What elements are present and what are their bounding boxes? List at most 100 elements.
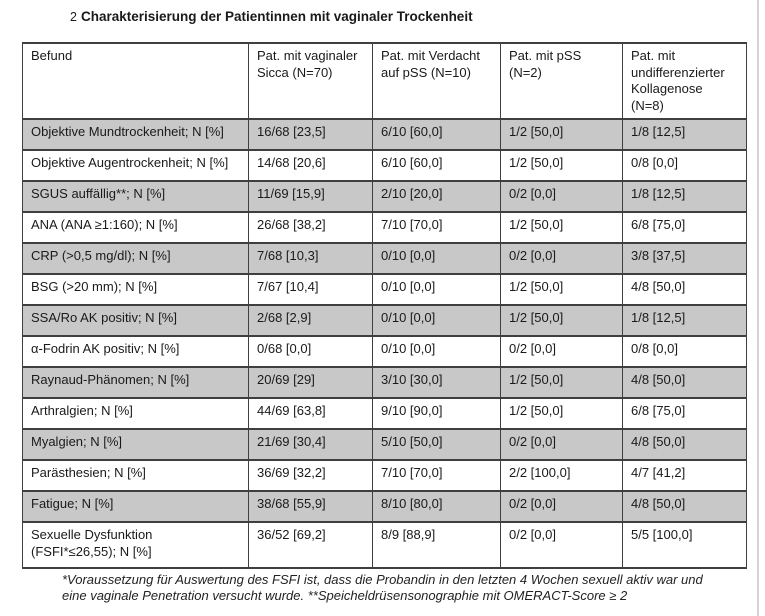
row-value: 2/10 [20,0]	[372, 180, 501, 213]
row-value: 20/69 [29]	[248, 366, 373, 399]
table-body: Objektive Mundtrockenheit; N [%] 16/68 […	[22, 118, 747, 569]
row-value: 6/10 [60,0]	[372, 149, 501, 182]
row-value: 1/8 [12,5]	[622, 118, 747, 151]
row-value: 44/69 [63,8]	[248, 397, 373, 430]
row-value: 0/2 [0,0]	[500, 428, 623, 461]
column-header-befund: Befund	[22, 42, 249, 120]
column-header-vaginale-sicca: Pat. mit vaginaler Sicca (N=70)	[248, 42, 373, 120]
column-header-verdacht-pss: Pat. mit Verdacht auf pSS (N=10)	[372, 42, 501, 120]
row-value: 16/68 [23,5]	[248, 118, 373, 151]
table-row: BSG (>20 mm); N [%] 7/67 [10,4] 0/10 [0,…	[22, 273, 747, 306]
row-value: 0/2 [0,0]	[500, 335, 623, 368]
table-caption-title: Charakterisierung der Patientinnen mit v…	[80, 9, 473, 24]
row-value: 4/8 [50,0]	[622, 273, 747, 306]
row-value: 3/10 [30,0]	[372, 366, 501, 399]
footnote-line-2: eine vaginale Penetration versucht wurde…	[62, 588, 628, 603]
table-row: Objektive Mundtrockenheit; N [%] 16/68 […	[22, 118, 747, 151]
row-label: Raynaud-Phänomen; N [%]	[22, 366, 249, 399]
table-row: Parästhesien; N [%] 36/69 [32,2] 7/10 [7…	[22, 459, 747, 492]
table-row: Myalgien; N [%] 21/69 [30,4] 5/10 [50,0]…	[22, 428, 747, 461]
row-value: 0/2 [0,0]	[500, 242, 623, 275]
row-value: 1/8 [12,5]	[622, 304, 747, 337]
row-label: Arthralgien; N [%]	[22, 397, 249, 430]
row-value: 1/2 [50,0]	[500, 211, 623, 244]
row-value: 0/68 [0,0]	[248, 335, 373, 368]
row-value: 1/8 [12,5]	[622, 180, 747, 213]
row-value: 1/2 [50,0]	[500, 149, 623, 182]
row-value: 5/5 [100,0]	[622, 521, 747, 569]
row-value: 1/2 [50,0]	[500, 273, 623, 306]
row-value: 3/8 [37,5]	[622, 242, 747, 275]
row-value: 6/8 [75,0]	[622, 211, 747, 244]
table-header: Befund Pat. mit vaginaler Sicca (N=70) P…	[22, 42, 747, 120]
row-value: 36/52 [69,2]	[248, 521, 373, 569]
row-value: 4/7 [41,2]	[622, 459, 747, 492]
page-edge-line	[757, 0, 759, 616]
patient-characteristics-table: Befund Pat. mit vaginaler Sicca (N=70) P…	[22, 42, 747, 569]
row-value: 4/8 [50,0]	[622, 366, 747, 399]
row-label: CRP (>0,5 mg/dl); N [%]	[22, 242, 249, 275]
row-label: Objektive Augentrockenheit; N [%]	[22, 149, 249, 182]
table-header-row: Befund Pat. mit vaginaler Sicca (N=70) P…	[22, 42, 747, 120]
row-value: 0/2 [0,0]	[500, 180, 623, 213]
table-caption-number: 2	[70, 10, 77, 24]
footnote-line-1: *Voraussetzung für Auswertung des FSFI i…	[62, 572, 703, 587]
row-value: 2/2 [100,0]	[500, 459, 623, 492]
row-label: Sexuelle Dysfunktion (FSFI*≤26,55); N [%…	[22, 521, 249, 569]
column-header-pss: Pat. mit pSS (N=2)	[500, 42, 623, 120]
row-label: α-Fodrin AK positiv; N [%]	[22, 335, 249, 368]
row-value: 6/8 [75,0]	[622, 397, 747, 430]
row-value: 7/68 [10,3]	[248, 242, 373, 275]
row-label: Fatigue; N [%]	[22, 490, 249, 523]
row-value: 0/10 [0,0]	[372, 273, 501, 306]
table-row: Objektive Augentrockenheit; N [%] 14/68 …	[22, 149, 747, 182]
row-value: 38/68 [55,9]	[248, 490, 373, 523]
table-row: ANA (ANA ≥1:160); N [%] 26/68 [38,2] 7/1…	[22, 211, 747, 244]
row-label: BSG (>20 mm); N [%]	[22, 273, 249, 306]
row-value: 5/10 [50,0]	[372, 428, 501, 461]
row-value: 14/68 [20,6]	[248, 149, 373, 182]
table-caption: 2 Charakterisierung der Patientinnen mit …	[70, 8, 473, 26]
table-row: α-Fodrin AK positiv; N [%] 0/68 [0,0] 0/…	[22, 335, 747, 368]
row-label: Parästhesien; N [%]	[22, 459, 249, 492]
row-value: 0/2 [0,0]	[500, 490, 623, 523]
row-value: 0/10 [0,0]	[372, 335, 501, 368]
row-value: 1/2 [50,0]	[500, 366, 623, 399]
row-value: 2/68 [2,9]	[248, 304, 373, 337]
row-value: 0/8 [0,0]	[622, 149, 747, 182]
row-value: 8/10 [80,0]	[372, 490, 501, 523]
row-value: 21/69 [30,4]	[248, 428, 373, 461]
row-label: Myalgien; N [%]	[22, 428, 249, 461]
row-value: 0/10 [0,0]	[372, 304, 501, 337]
row-value: 4/8 [50,0]	[622, 428, 747, 461]
row-value: 6/10 [60,0]	[372, 118, 501, 151]
row-value: 1/2 [50,0]	[500, 397, 623, 430]
row-value: 7/10 [70,0]	[372, 211, 501, 244]
row-value: 9/10 [90,0]	[372, 397, 501, 430]
row-label: Objektive Mundtrockenheit; N [%]	[22, 118, 249, 151]
row-value: 1/2 [50,0]	[500, 118, 623, 151]
table-footnote: *Voraussetzung für Auswertung des FSFI i…	[62, 572, 722, 604]
row-value: 0/8 [0,0]	[622, 335, 747, 368]
row-label: SGUS auffällig**; N [%]	[22, 180, 249, 213]
table-row: SSA/Ro AK positiv; N [%] 2/68 [2,9] 0/10…	[22, 304, 747, 337]
row-value: 0/2 [0,0]	[500, 521, 623, 569]
row-value: 4/8 [50,0]	[622, 490, 747, 523]
table-row: Fatigue; N [%] 38/68 [55,9] 8/10 [80,0] …	[22, 490, 747, 523]
row-value: 36/69 [32,2]	[248, 459, 373, 492]
row-value: 11/69 [15,9]	[248, 180, 373, 213]
row-value: 26/68 [38,2]	[248, 211, 373, 244]
table-row: CRP (>0,5 mg/dl); N [%] 7/68 [10,3] 0/10…	[22, 242, 747, 275]
row-value: 7/67 [10,4]	[248, 273, 373, 306]
row-label: SSA/Ro AK positiv; N [%]	[22, 304, 249, 337]
row-value: 1/2 [50,0]	[500, 304, 623, 337]
table-row: Arthralgien; N [%] 44/69 [63,8] 9/10 [90…	[22, 397, 747, 430]
column-header-kollagenose: Pat. mit undifferenzierter Kollagenose (…	[622, 42, 747, 120]
row-value: 8/9 [88,9]	[372, 521, 501, 569]
row-label: ANA (ANA ≥1:160); N [%]	[22, 211, 249, 244]
row-value: 7/10 [70,0]	[372, 459, 501, 492]
table-row: SGUS auffällig**; N [%] 11/69 [15,9] 2/1…	[22, 180, 747, 213]
table-row: Raynaud-Phänomen; N [%] 20/69 [29] 3/10 …	[22, 366, 747, 399]
table-row: Sexuelle Dysfunktion (FSFI*≤26,55); N [%…	[22, 521, 747, 569]
